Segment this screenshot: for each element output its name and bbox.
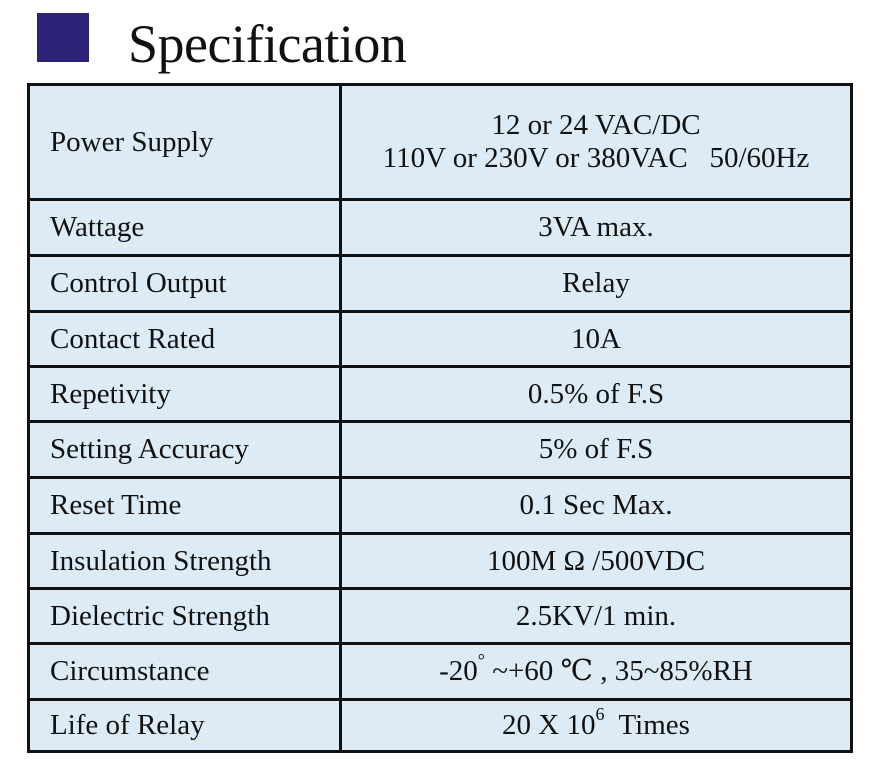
spec-label: Setting Accuracy — [30, 423, 342, 476]
table-row: Reset Time 0.1 Sec Max. — [30, 476, 850, 532]
spec-value-text: 10A — [571, 322, 621, 355]
table-row: Insulation Strength 100M Ω /500VDC — [30, 532, 850, 587]
table-row: Wattage 3VA max. — [30, 198, 850, 254]
spec-value-text: 100M Ω /500VDC — [486, 544, 706, 577]
spec-label: Dielectric Strength — [30, 590, 342, 642]
spec-value-text: 0.5% of F.S — [527, 377, 665, 410]
spec-label: Repetivity — [30, 368, 342, 420]
spec-label: Insulation Strength — [30, 535, 342, 587]
spec-value-text: 5% of F.S — [538, 433, 654, 465]
spec-value: 3VA max. — [342, 201, 850, 254]
table-row: Circumstance -20° ~+60 ℃ , 35~85%RH — [30, 642, 850, 698]
spec-value-pre: 20 X 10 — [502, 709, 596, 741]
spec-value-text: 3VA max. — [538, 211, 654, 243]
header-square-icon — [37, 13, 89, 62]
spec-value: 5% of F.S — [342, 423, 850, 476]
spec-table: Power Supply 12 or 24 VAC/DC 110V or 230… — [27, 83, 853, 753]
spec-value-post: Times — [604, 709, 690, 741]
table-row: Control Output Relay — [30, 254, 850, 310]
table-row: Life of Relay 20 X 106 Times — [30, 698, 850, 750]
spec-label: Wattage — [30, 201, 342, 254]
spec-value-pre: -20 — [439, 655, 478, 687]
spec-value-text: -20° ~+60 ℃ , 35~85%RH — [439, 651, 753, 688]
table-row: Setting Accuracy 5% of F.S — [30, 420, 850, 476]
exponent-superscript: 6 — [595, 704, 605, 724]
spec-label: Control Output — [30, 257, 342, 310]
spec-value: 12 or 24 VAC/DC 110V or 230V or 380VAC 5… — [342, 86, 850, 198]
spec-value: -20° ~+60 ℃ , 35~85%RH — [342, 645, 850, 698]
table-row: Repetivity 0.5% of F.S — [30, 365, 850, 420]
spec-value-text: Relay — [562, 267, 630, 299]
spec-label: Contact Rated — [30, 313, 342, 365]
degree-superscript: ° — [477, 650, 485, 670]
spec-label: Reset Time — [30, 479, 342, 532]
spec-value: Relay — [342, 257, 850, 310]
spec-label: Power Supply — [30, 86, 342, 198]
spec-label: Life of Relay — [30, 701, 342, 750]
spec-label: Circumstance — [30, 645, 342, 698]
spec-value: 0.5% of F.S — [342, 368, 850, 420]
spec-value-post: ~+60 ℃ , 35~85%RH — [485, 655, 753, 687]
table-row: Dielectric Strength 2.5KV/1 min. — [30, 587, 850, 642]
table-row: Power Supply 12 or 24 VAC/DC 110V or 230… — [30, 86, 850, 198]
spec-value-text: 2.5KV/1 min. — [515, 599, 677, 632]
spec-value-text: 20 X 106 Times — [502, 705, 690, 742]
spec-value-text: 0.1 Sec Max. — [519, 489, 673, 521]
spec-value: 20 X 106 Times — [342, 701, 850, 750]
table-row: Contact Rated 10A — [30, 310, 850, 365]
spec-value-line: 110V or 230V or 380VAC 50/60Hz — [382, 142, 810, 174]
spec-value: 100M Ω /500VDC — [342, 535, 850, 587]
spec-value: 0.1 Sec Max. — [342, 479, 850, 532]
spec-value: 10A — [342, 313, 850, 365]
spec-value: 2.5KV/1 min. — [342, 590, 850, 642]
spec-value-line: 12 or 24 VAC/DC — [491, 109, 701, 141]
page-title: Specification — [128, 14, 407, 74]
